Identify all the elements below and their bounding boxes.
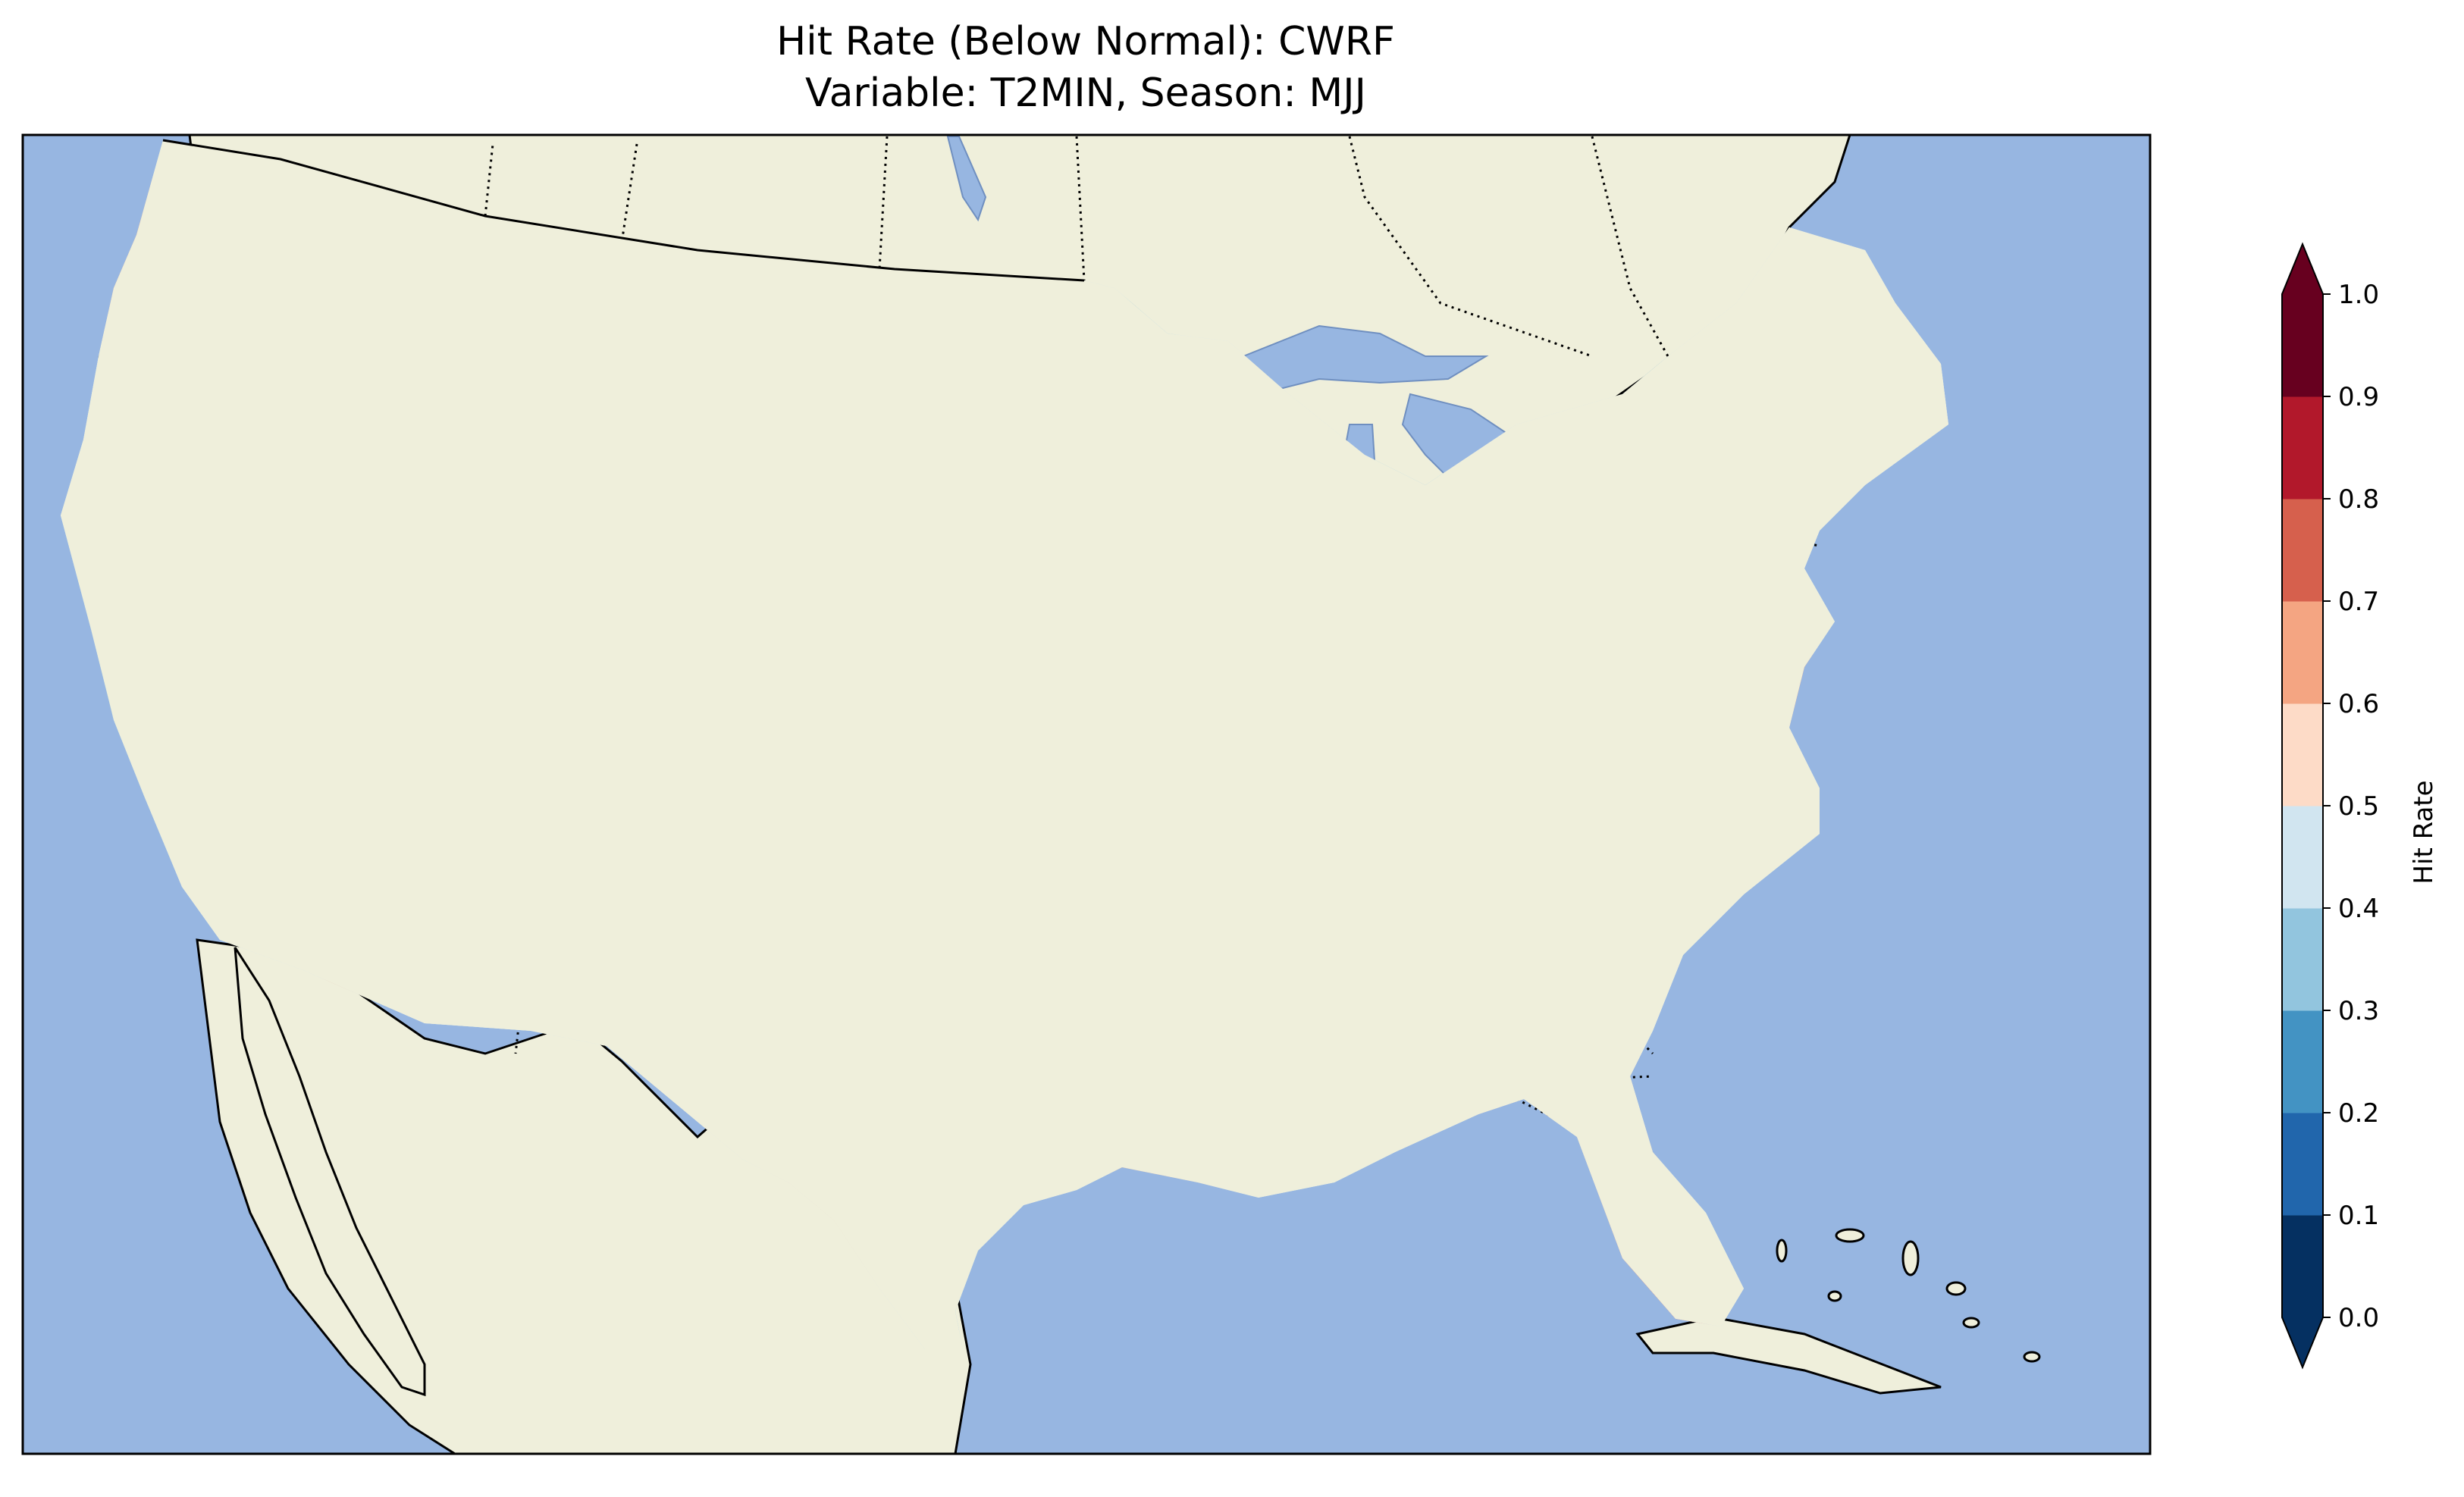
- colorbar-swatch: [2282, 1010, 2323, 1113]
- colorbar-swatch: [2282, 396, 2323, 500]
- colorbar-swatch: [2282, 601, 2323, 704]
- baja-peninsula: [234, 947, 426, 1397]
- colorbar-tick-label: 0.3: [2338, 996, 2379, 1026]
- colorbar-swatch: [2282, 703, 2323, 806]
- colorbar-tick-label: 0.4: [2338, 894, 2379, 924]
- colorbar-tick-label: 0.2: [2338, 1098, 2379, 1129]
- colorbar-extend-min: [2282, 1317, 2323, 1367]
- colorbar-tick-label: 0.1: [2338, 1201, 2379, 1231]
- map-frame: [21, 133, 2152, 1455]
- colorbar-tick-label: 0.0: [2338, 1303, 2379, 1333]
- colorbar-swatch: [2282, 1215, 2323, 1318]
- colorbar-tick-label: 1.0: [2338, 280, 2379, 310]
- colorbar-tick-label: 0.9: [2338, 382, 2379, 412]
- colorbar-swatch: [2282, 499, 2323, 602]
- colorbar-swatch: [2282, 806, 2323, 909]
- colorbar-label: Hit Rate: [2409, 780, 2439, 884]
- colorbar-swatch: [2282, 294, 2323, 397]
- title-line-2: Variable: T2MIN, Season: MJJ: [805, 70, 1366, 116]
- cuba: [1635, 1316, 1942, 1395]
- canada-us-border: [162, 139, 1085, 282]
- colorbar-swatch: [2282, 1113, 2323, 1216]
- colorbar-extend-max: [2282, 244, 2323, 294]
- colorbar-tick-label: 0.8: [2338, 484, 2379, 515]
- colorbar-swatch: [2282, 908, 2323, 1011]
- lake-winnipeg: [946, 136, 987, 222]
- colorbar-tick-label: 0.5: [2338, 791, 2379, 822]
- map-panel: [23, 135, 2150, 1454]
- colorbar: 0.0 0.1 0.2 0.3 0.4 0.5 0.6 0.7 0.8 0.9 1.0: [2281, 242, 2379, 1370]
- colorbar-tick-label: 0.7: [2338, 587, 2379, 617]
- bahamas: [1776, 1228, 2041, 1363]
- title-line-1: Hit Rate (Below Normal): CWRF: [776, 19, 1395, 64]
- colorbar-tick-label: 0.6: [2338, 689, 2379, 719]
